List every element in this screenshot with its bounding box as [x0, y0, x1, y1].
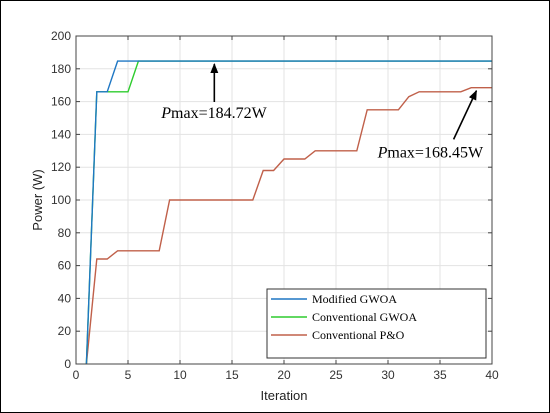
x-tick-label: 30: [381, 368, 395, 382]
annotation-text: max=184.72W: [171, 105, 268, 122]
y-tick-label: 40: [58, 291, 72, 305]
legend-box: [266, 288, 487, 359]
legend-entry: Conventional P&O: [312, 328, 405, 342]
x-axis-label: Iteration: [261, 388, 308, 403]
x-tick-label: 5: [125, 368, 132, 382]
x-tick-label: 20: [277, 368, 291, 382]
series-line-modified-gwoa: [85, 60, 492, 365]
annotation-text: max=168.45W: [387, 144, 484, 161]
x-tick-label: 15: [225, 368, 239, 382]
y-tick-label: 100: [51, 193, 71, 207]
y-tick-label: 60: [58, 259, 72, 273]
x-tick-label: 40: [485, 368, 499, 382]
y-tick-label: 80: [58, 226, 72, 240]
pmax-annotation: Pmax=168.45W: [377, 144, 484, 161]
y-tick-label: 160: [51, 95, 71, 109]
y-tick-label: 180: [51, 62, 71, 76]
pmax-annotation: Pmax=184.72W: [160, 105, 267, 122]
y-tick-label: 200: [51, 29, 71, 43]
y-tick-label: 140: [51, 127, 71, 141]
y-tick-label: 0: [64, 357, 71, 371]
axes: 0 5 10 15 20 25 30 35 40 0 20 40 60 80 100 120 140 160 180…: [30, 29, 499, 403]
legend-entry: Modified GWOA: [312, 292, 397, 306]
annotation-arrow: [452, 89, 478, 140]
legend-entry: Conventional GWOA: [312, 310, 417, 324]
x-tick-label: 10: [173, 368, 187, 382]
annotation-symbol: P: [160, 105, 171, 122]
annotation-symbol: P: [377, 144, 388, 161]
legend: Modified GWOA Conventional GWOA Convention…: [266, 288, 487, 359]
x-tick-label: 0: [73, 368, 80, 382]
x-tick-label: 25: [329, 368, 343, 382]
series-group: [85, 60, 492, 365]
y-tick-label: 120: [51, 160, 71, 174]
series-line-conventional-p-o: [85, 87, 492, 365]
x-tick-label: 35: [433, 368, 447, 382]
y-axis-label: Power (W): [30, 169, 45, 230]
grid: [75, 35, 493, 365]
y-tick-label: 20: [58, 324, 72, 338]
